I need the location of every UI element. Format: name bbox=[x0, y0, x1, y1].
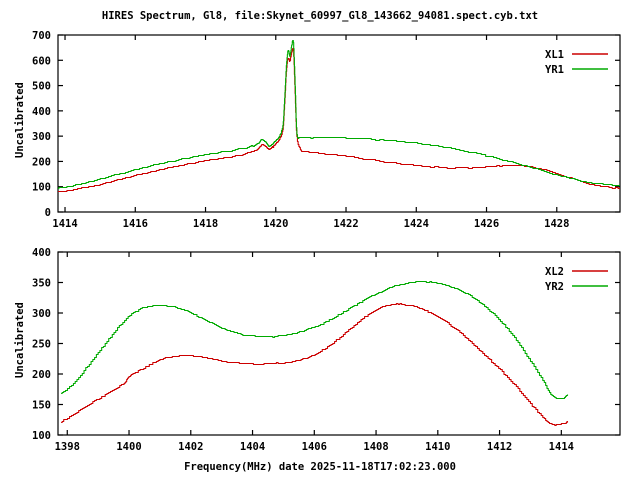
x-tick-label: 1414 bbox=[52, 218, 77, 230]
y-tick-label: 400 bbox=[32, 106, 51, 118]
x-axis-label: Frequency(MHz) date 2025-11-18T17:02:23.… bbox=[184, 461, 456, 473]
x-tick-label: 1406 bbox=[302, 441, 327, 453]
y-tick-label: 250 bbox=[32, 339, 51, 351]
x-tick-label: 1424 bbox=[404, 218, 429, 230]
y-tick-label: 100 bbox=[32, 430, 51, 442]
legend-label-yr2: YR2 bbox=[545, 281, 564, 293]
y-tick-label: 200 bbox=[32, 156, 51, 168]
legend-label-yr1: YR1 bbox=[545, 64, 564, 76]
x-tick-label: 1426 bbox=[474, 218, 499, 230]
data-curve-yr1 bbox=[58, 39, 620, 190]
y-tick-label: 700 bbox=[32, 30, 51, 42]
y-tick-label: 150 bbox=[32, 400, 51, 412]
x-tick-label: 1414 bbox=[549, 441, 574, 453]
legend-label-xl2: XL2 bbox=[545, 266, 564, 278]
y-tick-label: 300 bbox=[32, 131, 51, 143]
y-tick-label: 0 bbox=[45, 207, 51, 219]
page-title: HIRES Spectrum, Gl8, file:Skynet_60997_G… bbox=[101, 10, 539, 22]
data-curve-yr2 bbox=[61, 280, 569, 400]
y-tick-label: 200 bbox=[32, 369, 51, 381]
top-plot-panel: 1414 1416 1418 1420 1422 1424 1426 1428 0 100 200 3… bbox=[32, 30, 621, 230]
legend-label-xl1: XL1 bbox=[545, 49, 564, 61]
x-tick-label: 1420 bbox=[263, 218, 288, 230]
plot-frame bbox=[57, 34, 621, 213]
x-tick-label: 1412 bbox=[487, 441, 512, 453]
y-tick-label: 350 bbox=[32, 278, 51, 290]
x-tick-label: 1428 bbox=[544, 218, 569, 230]
bottom-plot-panel: 1398 1400 1402 1404 1406 1408 1410 1412 1414 100 1… bbox=[32, 247, 621, 453]
x-tick-label: 1408 bbox=[363, 441, 388, 453]
x-tick-label: 1404 bbox=[240, 441, 265, 453]
x-tick-label: 1398 bbox=[55, 441, 80, 453]
y-tick-label: 600 bbox=[32, 55, 51, 67]
x-tick-label: 1400 bbox=[116, 441, 141, 453]
y-tick-label: 500 bbox=[32, 81, 51, 93]
y-tick-label: 300 bbox=[32, 308, 51, 320]
x-tick-label: 1416 bbox=[123, 218, 148, 230]
y-tick-label: 400 bbox=[32, 247, 51, 259]
data-curve-xl1 bbox=[58, 47, 620, 193]
x-tick-label: 1422 bbox=[333, 218, 358, 230]
x-tick-label: 1402 bbox=[178, 441, 203, 453]
y-tick-label: 100 bbox=[32, 182, 51, 194]
x-tick-label: 1418 bbox=[193, 218, 218, 230]
x-tick-label: 1410 bbox=[425, 441, 450, 453]
data-curve-xl2 bbox=[61, 302, 569, 427]
